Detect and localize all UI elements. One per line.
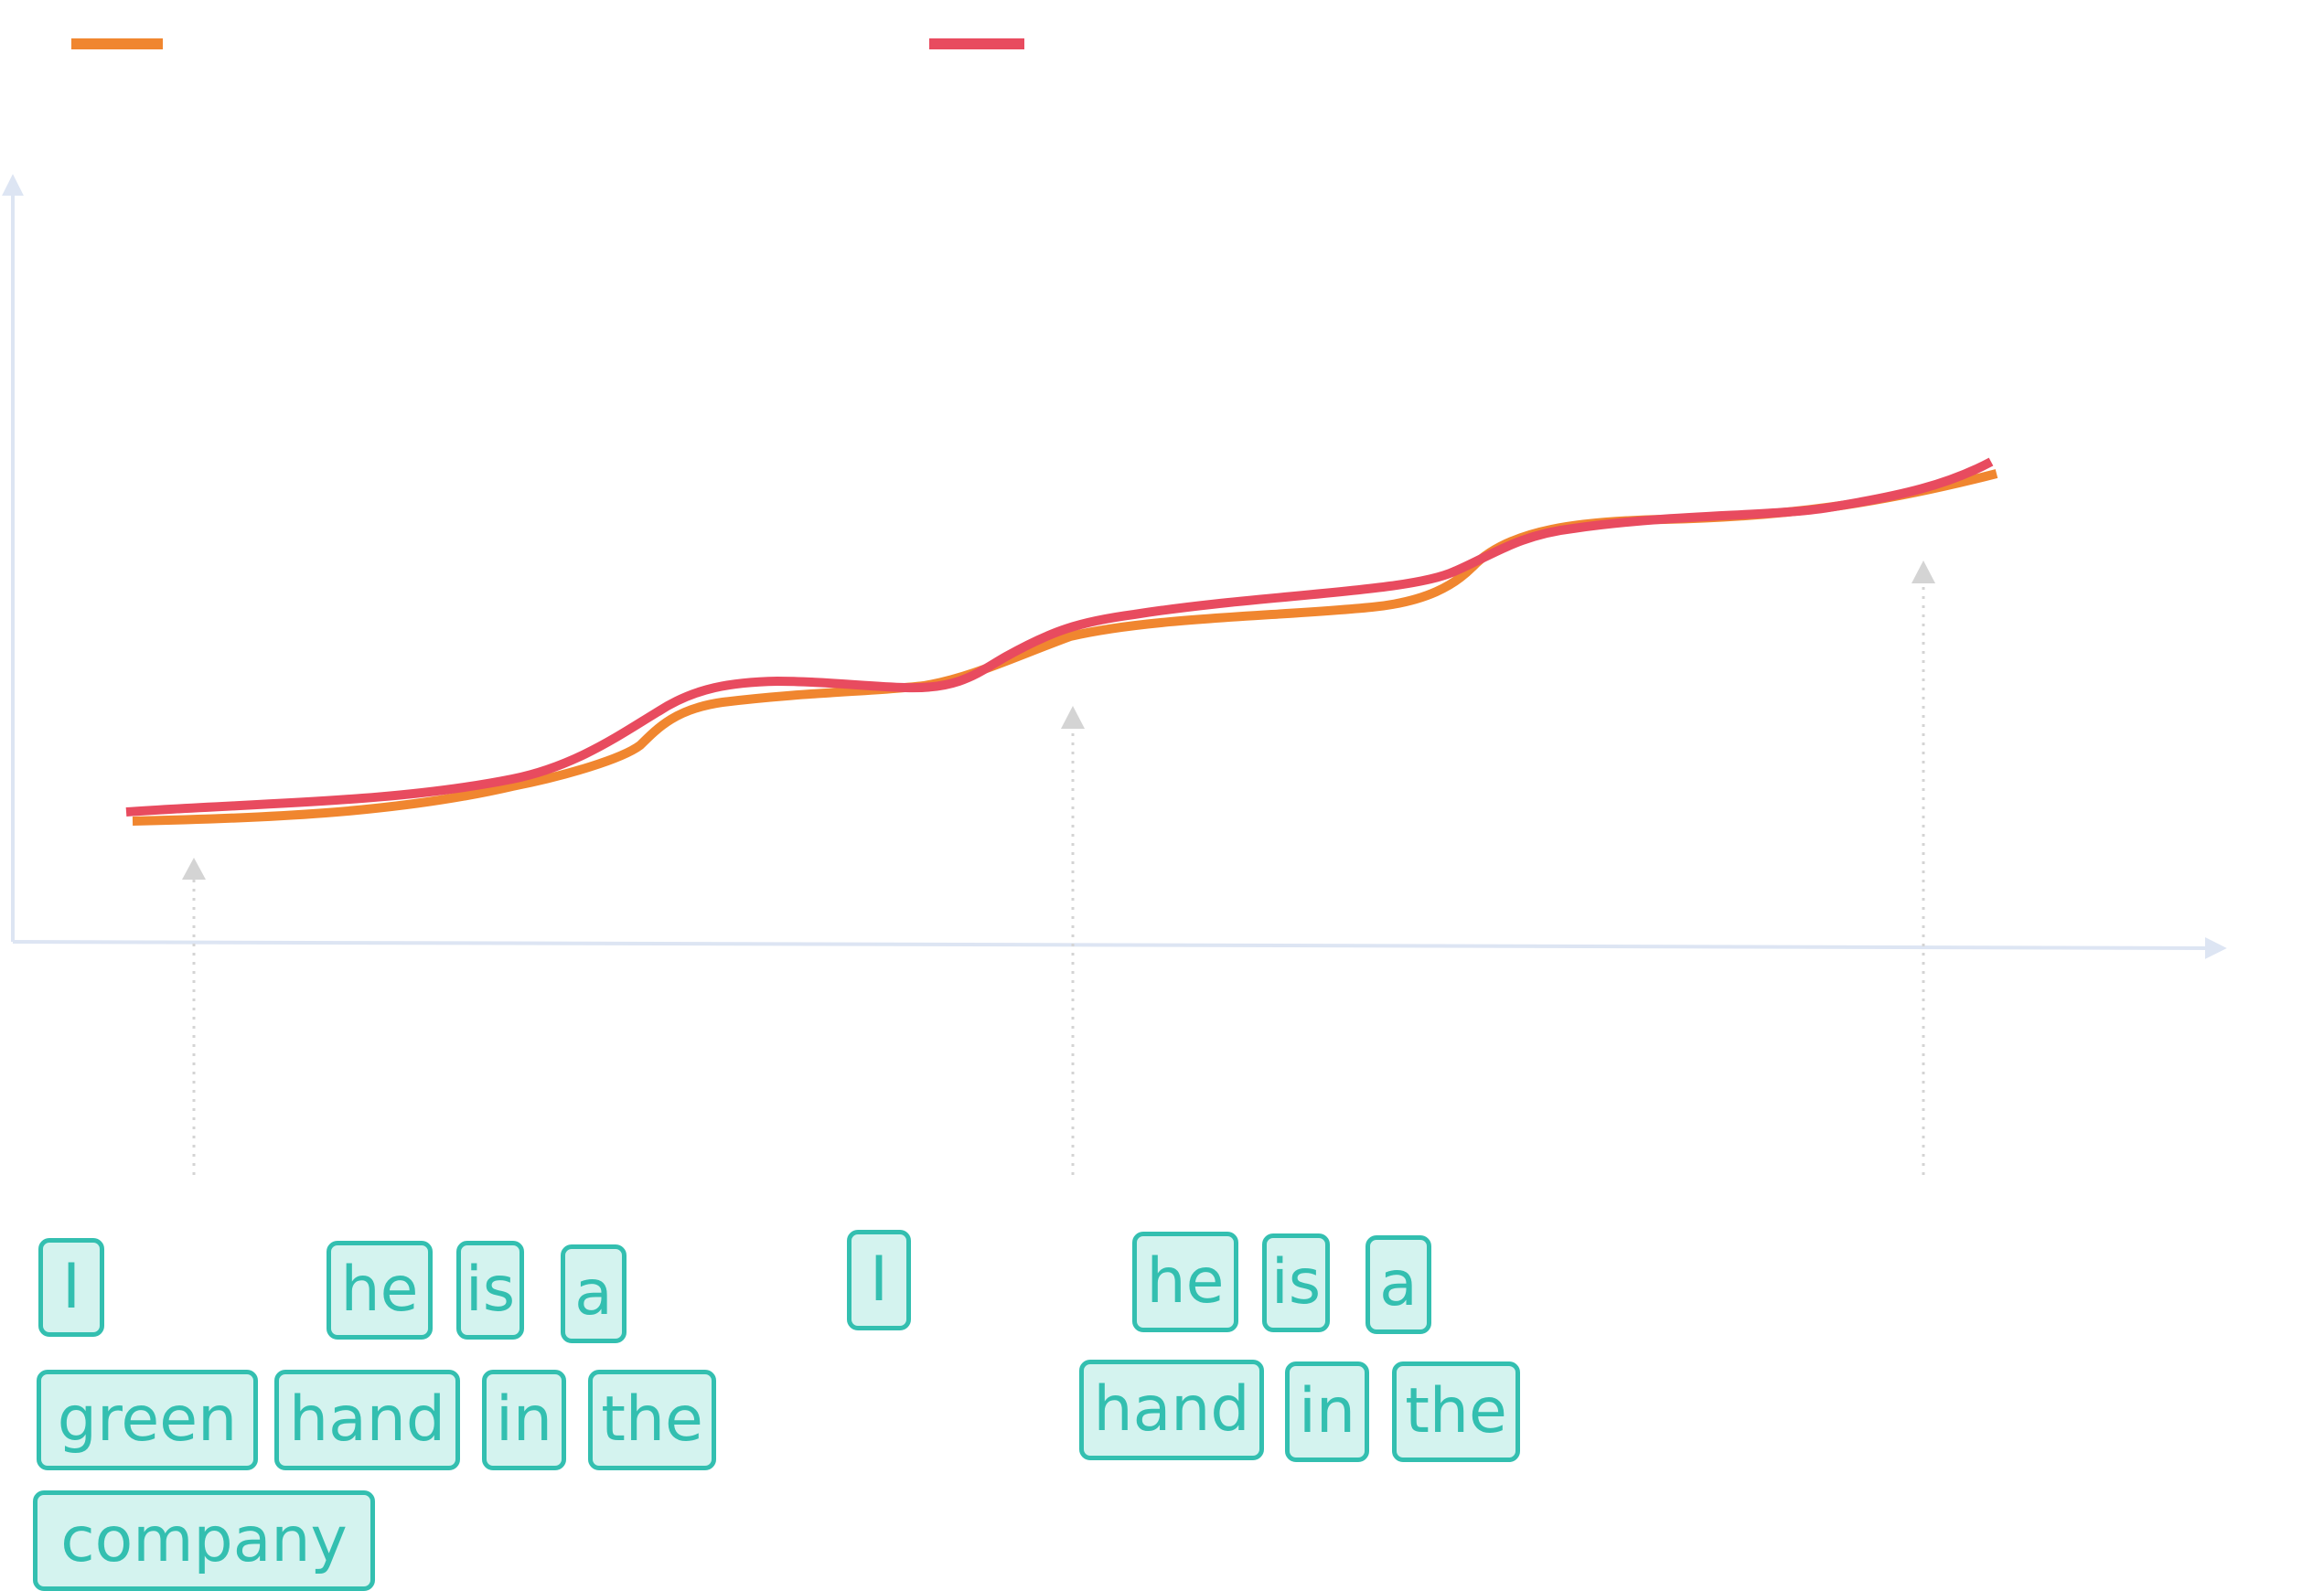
marker-3 — [1912, 561, 1935, 1175]
token-left-he: he — [327, 1241, 433, 1340]
curve-orange — [133, 474, 1997, 821]
token-left-company: company — [33, 1490, 375, 1591]
token-right-I: I — [847, 1230, 911, 1330]
token-left-the: the — [588, 1370, 716, 1470]
marker-2 — [1061, 706, 1085, 1175]
token-right-hand: hand — [1079, 1360, 1264, 1460]
token-left-in: in — [482, 1370, 566, 1470]
token-right-a: a — [1365, 1235, 1431, 1334]
token-left-green: green — [37, 1370, 258, 1470]
token-right-the: the — [1392, 1361, 1520, 1462]
token-right-is: is — [1262, 1233, 1330, 1332]
marker-1 — [182, 858, 206, 1175]
token-left-hand: hand — [274, 1370, 460, 1470]
token-right-in: in — [1285, 1361, 1369, 1462]
token-left-is: is — [456, 1241, 524, 1340]
token-left-a: a — [561, 1244, 627, 1343]
token-left-I: I — [38, 1238, 104, 1337]
x-axis — [13, 942, 2222, 948]
token-right-he: he — [1132, 1232, 1238, 1332]
